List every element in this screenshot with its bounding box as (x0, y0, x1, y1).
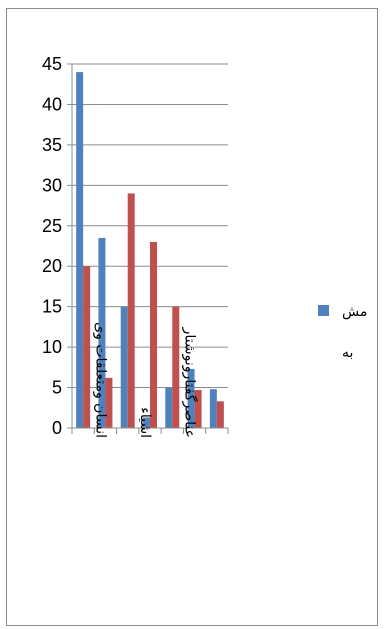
y-tick-label: 35 (42, 135, 62, 155)
x-category-label: اشیاء (137, 407, 153, 438)
chart-area (6, 8, 378, 626)
bar-series-1-group-6 (187, 368, 195, 428)
bar-series-2-group-2 (105, 377, 113, 428)
x-category-label: عناصرگفتارونوشتار (182, 327, 199, 438)
bar-series-2-group-3 (127, 193, 135, 428)
bar-series-1-group-5 (165, 387, 173, 428)
x-axis-ticks (71, 428, 229, 434)
bar-series-1-group-1 (76, 72, 84, 428)
legend: مش به (318, 304, 367, 361)
bar-series-1-group-7 (209, 389, 217, 428)
y-tick-label: 20 (42, 256, 62, 276)
bar-series-2-group-6 (194, 389, 202, 428)
y-tick-label: 0 (52, 418, 62, 438)
y-tick-label: 45 (42, 54, 62, 74)
gridlines (72, 63, 228, 389)
bar-series-2-group-4 (150, 241, 157, 428)
bar-series-1-group-4 (143, 417, 150, 428)
bar-series-2-group-1 (83, 266, 91, 428)
bars (76, 72, 224, 428)
x-category-label: انسان ومتعلقات وی (93, 322, 109, 438)
y-tick-label: 30 (42, 175, 62, 195)
bar-series-2-group-5 (172, 306, 180, 428)
y-tick-label: 15 (42, 297, 62, 317)
y-axis-ticks: 0 5 10 15 20 25 30 35 40 45 (42, 54, 72, 438)
legend-swatch-series-1 (318, 305, 329, 316)
y-tick-label: 40 (42, 94, 62, 114)
y-tick-label: 10 (42, 337, 62, 357)
x-axis-category-labels: انسان ومتعلقات وی اشیاء عناصرگفتارونوشتار (93, 322, 199, 438)
legend-label-series-2: به (342, 345, 353, 361)
legend-label-series-1: مش (342, 304, 367, 320)
y-tick-label: 5 (52, 378, 62, 398)
y-tick-label: 25 (42, 216, 62, 236)
bar-series-1-group-2 (98, 237, 106, 428)
bar-series-2-group-7 (216, 401, 224, 428)
bar-series-1-group-3 (120, 306, 128, 428)
